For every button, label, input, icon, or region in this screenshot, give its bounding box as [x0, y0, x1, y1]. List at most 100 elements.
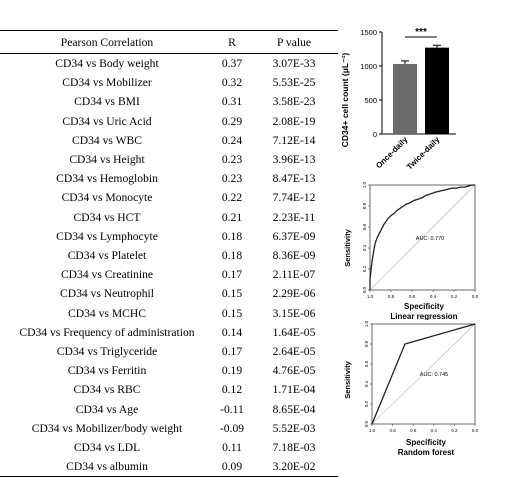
- roc-forest-y-tick-label: 0.2: [364, 400, 369, 407]
- row-r-cell: 0.12: [221, 383, 243, 397]
- row-name-cell: CD34 vs HCT: [73, 210, 141, 224]
- row-name-cell: CD34 vs Mobilizer/body weight: [31, 421, 183, 435]
- row-name-cell: CD34 vs BMI: [74, 95, 140, 109]
- row-r-cell: 0.14: [221, 325, 243, 339]
- roc-linear-chart: Sensitivity Specificity Linear regressio…: [343, 181, 479, 321]
- row-p-cell: 7.18E-03: [272, 441, 316, 455]
- roc-forest-y-tick-label: 0.6: [364, 360, 369, 367]
- row-r-cell: -0.09: [219, 421, 245, 435]
- table-row: CD34 vs Frequency of administration 0.14 1…: [0, 323, 338, 342]
- table-row: CD34 vs HCT 0.21 2.23E-11: [0, 208, 338, 227]
- row-p-cell: 2.08E-19: [272, 114, 316, 128]
- row-name-cell: CD34 vs Neutrophil: [59, 287, 155, 301]
- row-name-cell: CD34 vs Triglyceride: [56, 345, 158, 359]
- row-p-cell: 5.52E-03: [272, 421, 316, 435]
- row-name-cell: CD34 vs albumin: [0, 457, 214, 477]
- row-p-cell: 6.37E-09: [272, 229, 316, 243]
- table-row: CD34 vs Platelet 0.18 8.36E-09: [0, 246, 338, 265]
- header-r: R: [214, 30, 250, 54]
- roc-forest-auc-label: AUC: 0.745: [420, 372, 448, 378]
- table-row: CD34 vs Mobilizer/body weight -0.09 5.52E-…: [0, 419, 338, 438]
- significance-label: ***: [415, 27, 427, 38]
- row-p-cell: 4.76E-05: [272, 364, 316, 378]
- row-name-cell: CD34 vs Ferritin: [67, 364, 147, 378]
- table-row: CD34 vs Monocyte 0.22 7.74E-12: [0, 188, 338, 207]
- row-r-cell: 0.37: [221, 57, 243, 70]
- roc-linear-y-tick-label: 0.8: [362, 202, 367, 209]
- row-r-cell: 0.19: [221, 364, 243, 378]
- row-r-cell: 0.22: [221, 191, 243, 205]
- roc-linear-y-tick-label: 0.2: [362, 265, 367, 272]
- table-row: CD34 vs RBC 0.12 1.71E-04: [0, 380, 338, 399]
- row-r-cell: 0.23: [221, 153, 243, 167]
- row-r-cell: 0.32: [221, 76, 243, 90]
- bar-y-tick-label: 1000: [360, 62, 377, 71]
- row-name-cell: CD34 vs Hemoglobin: [56, 172, 158, 186]
- bar-chart-panel: CD34+ cell count (μL⁻¹) 0 500 1000 1500 Once…: [334, 20, 484, 180]
- row-r-cell: 0.31: [221, 95, 243, 109]
- row-name-cell: CD34 vs Age: [75, 402, 139, 416]
- roc-linear-title: Linear regression: [390, 312, 457, 320]
- roc-forest-x-axis-label: Specificity: [406, 438, 447, 447]
- roc-linear-panel: Sensitivity Specificity Linear regressio…: [340, 180, 480, 321]
- table-row: CD34 vs Creatinine 0.17 2.11E-07: [0, 265, 338, 284]
- row-r-cell: 0.15: [221, 306, 243, 320]
- row-p-cell: 3.96E-13: [272, 153, 316, 167]
- table-row: CD34 vs Body weight 0.37 3.07E-33: [0, 54, 338, 74]
- row-p-cell: 3.15E-06: [272, 306, 316, 320]
- row-p-cell: 7.12E-14: [272, 133, 316, 147]
- correlation-table-panel: Pearson Correlation R P value CD34 vs Bo…: [0, 30, 338, 477]
- table-row: CD34 vs WBC 0.24 7.12E-14: [0, 131, 338, 150]
- roc-forest-diagonal-reference: [371, 323, 476, 425]
- roc-linear-x-tick-label: 0.2: [451, 294, 458, 299]
- bar-y-axis-label: CD34+ cell count (μL⁻¹): [340, 53, 350, 148]
- table-row: CD34 vs Hemoglobin 0.23 8.47E-13: [0, 169, 338, 188]
- row-p-cell: 1.64E-05: [272, 325, 316, 339]
- row-p-cell: 8.47E-13: [272, 172, 316, 186]
- row-name-cell: CD34 vs Platelet: [67, 249, 147, 263]
- header-p-value: P value: [250, 30, 338, 54]
- row-name-cell: CD34 vs LDL: [73, 441, 141, 455]
- roc-linear-roc-curve: [369, 184, 475, 290]
- roc-linear-x-tick-label: 1.0: [367, 294, 374, 299]
- row-p-cell: 3.20E-02: [250, 457, 338, 477]
- roc-linear-x-axis-label: Specificity: [404, 302, 445, 311]
- roc-forest-x-tick-label: 0.6: [410, 428, 417, 433]
- bar-y-tick-label: 0: [373, 130, 377, 139]
- roc-forest-x-tick-label: 0.8: [389, 428, 396, 433]
- row-r-cell: -0.11: [220, 402, 244, 416]
- roc-forest-title: Random forest: [398, 448, 455, 457]
- row-p-cell: 2.29E-06: [272, 287, 316, 301]
- roc-forest-y-tick-label: 0.0: [364, 420, 369, 427]
- row-r-cell: 0.17: [221, 345, 243, 359]
- roc-linear-diagonal-reference: [369, 184, 476, 291]
- roc-linear-auc-label: AUC: 0.770: [416, 236, 444, 242]
- table-row: CD34 vs Neutrophil 0.15 2.29E-06: [0, 284, 338, 303]
- row-p-cell: 5.53E-25: [272, 76, 316, 90]
- row-p-cell: 2.11E-07: [272, 268, 316, 282]
- row-p-cell: 7.74E-12: [272, 191, 316, 205]
- row-name-cell: CD34 vs Creatinine: [60, 268, 154, 282]
- roc-linear-plot-frame: [369, 184, 476, 291]
- bar-category-label: Twice-daily: [405, 135, 442, 172]
- row-name-cell: CD34 vs Height: [69, 153, 145, 167]
- table-row: CD34 vs Age -0.11 8.65E-04: [0, 400, 338, 419]
- table-row: CD34 vs Uric Acid 0.29 2.08E-19: [0, 112, 338, 131]
- roc-forest-plot-frame: [371, 323, 476, 425]
- row-r-cell: 0.17: [221, 268, 243, 282]
- table-row: CD34 vs LDL 0.11 7.18E-03: [0, 438, 338, 457]
- row-name-cell: CD34 vs WBC: [71, 133, 142, 147]
- roc-linear-y-tick-label: 0.0: [362, 286, 367, 293]
- bar-y-tick-label: 1500: [360, 28, 377, 37]
- row-name-cell: CD34 vs Lymphocyte: [56, 229, 158, 243]
- roc-forest-panel: Sensitivity Specificity Random forest AU…: [340, 318, 480, 463]
- table-body: CD34 vs Body weight 0.37 3.07E-33 CD34 vs M…: [0, 54, 338, 477]
- row-p-cell: 8.65E-04: [272, 402, 316, 416]
- row-p-cell: 2.64E-05: [272, 345, 316, 359]
- row-p-cell: 3.07E-33: [272, 57, 316, 70]
- bar-1: [425, 47, 449, 134]
- roc-linear-y-tick-label: 0.4: [362, 244, 367, 251]
- row-name-cell: CD34 vs MCHC: [68, 306, 146, 320]
- row-name-cell: CD34 vs Frequency of administration: [19, 325, 195, 339]
- table-row: CD34 vs Height 0.23 3.96E-13: [0, 150, 338, 169]
